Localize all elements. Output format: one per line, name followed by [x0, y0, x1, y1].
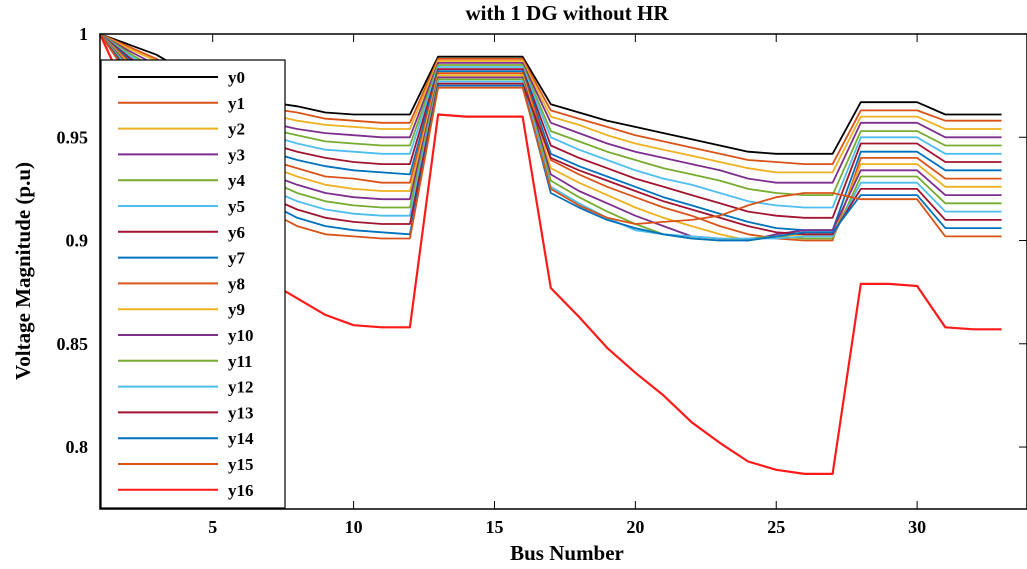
legend-label-y15: y15 — [228, 455, 254, 474]
legend-label-y7: y7 — [228, 249, 246, 268]
legend: y0 y1 y2 y3 y4 y5 y6 y7 y8 y9 y10 y11 y12 y13 y14 y15 y1… — [100, 59, 286, 509]
y-tick-label: 0.8 — [66, 437, 89, 457]
x-tick-label: 15 — [485, 517, 503, 537]
legend-label-y9: y9 — [228, 300, 245, 319]
legend-label-y12: y12 — [228, 378, 254, 397]
x-tick-label: 20 — [626, 517, 644, 537]
legend-label-y14: y14 — [228, 429, 254, 448]
x-tick-label: 10 — [345, 517, 363, 537]
legend-label-y13: y13 — [228, 403, 254, 422]
x-axis-label: Bus Number — [510, 541, 624, 565]
x-tick-label: 5 — [208, 517, 217, 537]
legend-label-y0: y0 — [228, 68, 245, 87]
legend-label-y11: y11 — [228, 352, 253, 371]
x-tick-label: 30 — [908, 517, 926, 537]
legend-label-y5: y5 — [228, 197, 245, 216]
y-tick-label: 0.95 — [57, 127, 89, 147]
x-tick-labels: 5 10 15 20 25 30 — [208, 517, 926, 537]
chart-title: with 1 DG without HR — [465, 1, 669, 25]
x-tick-label: 25 — [767, 517, 785, 537]
legend-label-y2: y2 — [228, 120, 245, 139]
legend-label-y6: y6 — [228, 223, 245, 242]
y-tick-label: 0.9 — [66, 231, 89, 251]
y-axis-label: Voltage Magnitude (p.u) — [11, 162, 35, 380]
y-tick-labels: 0.8 0.85 0.9 0.95 1 — [57, 24, 89, 457]
legend-label-y10: y10 — [228, 326, 254, 345]
plot-frame — [99, 33, 1027, 510]
legend-label-y8: y8 — [228, 274, 245, 293]
legend-label-y4: y4 — [228, 171, 246, 190]
y-tick-label: 1 — [79, 24, 88, 44]
legend-label-y1: y1 — [228, 94, 245, 113]
y-tick-label: 0.85 — [57, 334, 89, 354]
legend-label-y16: y16 — [228, 481, 254, 500]
legend-label-y3: y3 — [228, 145, 245, 164]
